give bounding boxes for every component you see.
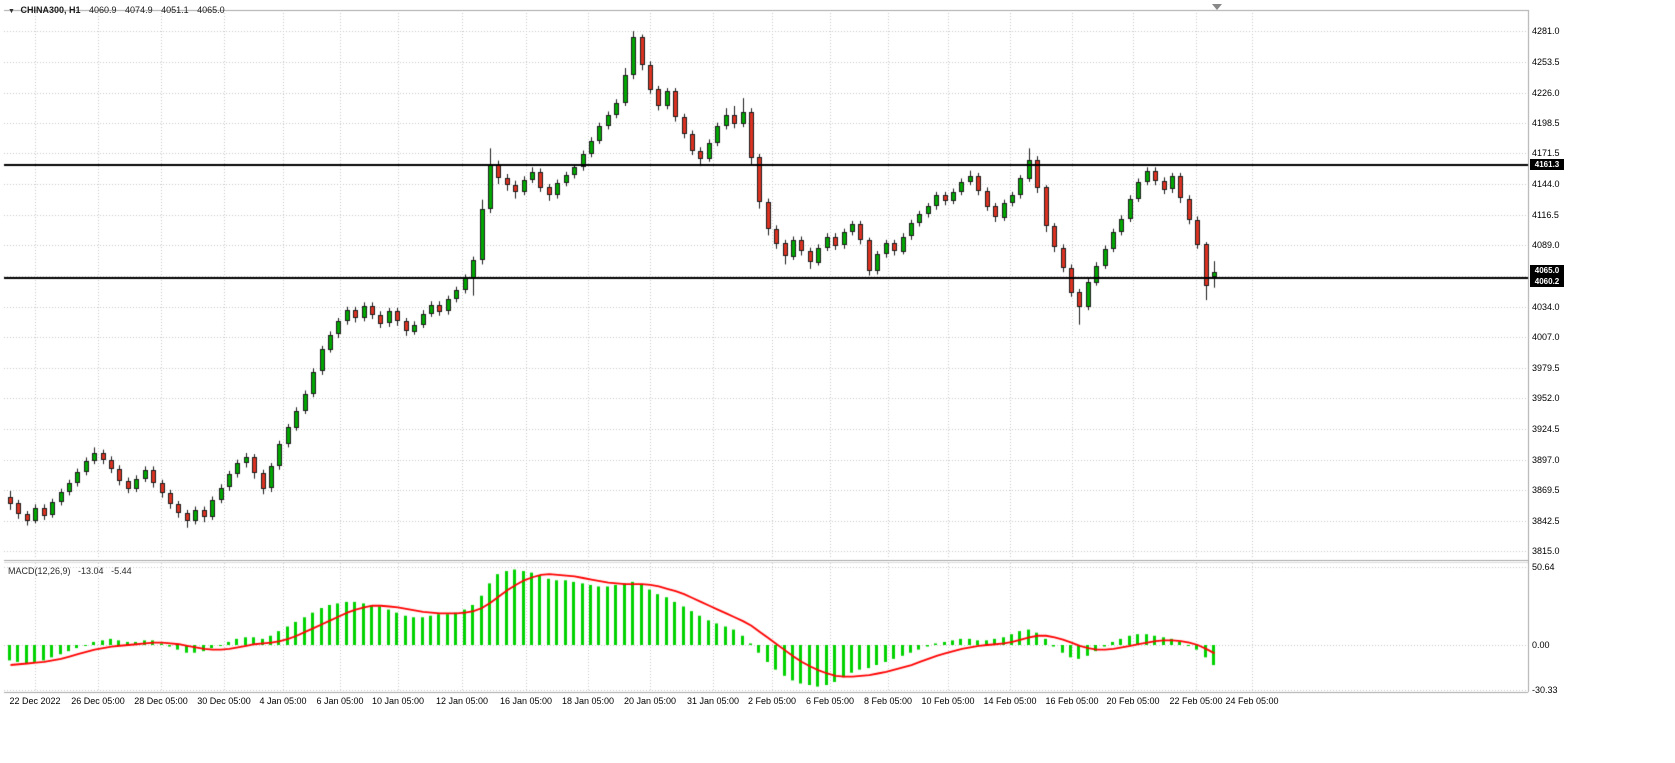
symbol-name: CHINA300, H1 xyxy=(20,5,81,15)
quote-low: 4051.1 xyxy=(161,5,189,15)
macd-value: -13.04 xyxy=(78,566,104,576)
macd-indicator-label: MACD(12,26,9) -13.04 -5.44 xyxy=(8,566,132,576)
quote-high: 4074.9 xyxy=(125,5,153,15)
macd-name: MACD(12,26,9) xyxy=(8,566,71,576)
chart-shift-marker-icon[interactable] xyxy=(1212,4,1222,10)
chart-title: ▼ CHINA300, H1 4060.9 4074.9 4051.1 4065… xyxy=(8,5,225,15)
quote-open: 4060.9 xyxy=(89,5,117,15)
symbol-dropdown-icon: ▼ xyxy=(8,8,15,15)
quote-close: 4065.0 xyxy=(197,5,225,15)
macd-signal-value: -5.44 xyxy=(111,566,132,576)
